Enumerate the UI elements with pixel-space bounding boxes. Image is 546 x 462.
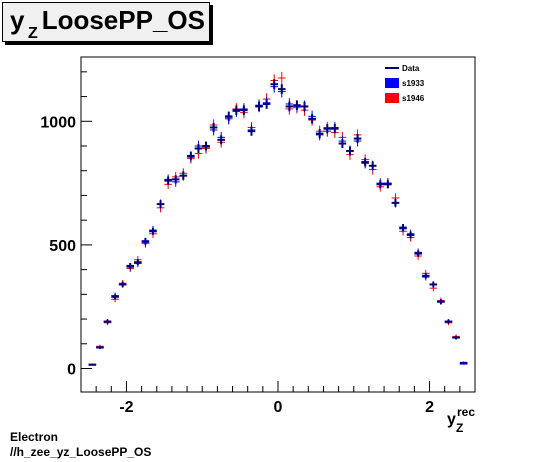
legend-entry-s1946: s1946 bbox=[385, 93, 425, 103]
data-point-data bbox=[209, 122, 218, 133]
data-point-data bbox=[240, 105, 248, 115]
data-point-data bbox=[118, 281, 127, 288]
data-point-data bbox=[270, 79, 278, 90]
x-tick-label: 0 bbox=[274, 399, 283, 416]
x-axis-label-superscript: rec bbox=[457, 405, 475, 419]
data-point-data bbox=[164, 176, 172, 185]
data-point-data bbox=[391, 199, 400, 207]
plot-frame bbox=[80, 56, 476, 393]
data-point-data bbox=[421, 272, 430, 279]
data-point-data bbox=[323, 124, 332, 134]
y-tick-label: 500 bbox=[49, 238, 76, 255]
x-tick-label: -2 bbox=[119, 399, 133, 416]
data-point-data bbox=[331, 124, 339, 134]
data-point-data bbox=[96, 346, 104, 349]
data-point-data bbox=[88, 363, 97, 366]
data-point-data bbox=[134, 259, 142, 266]
data-point-data bbox=[103, 319, 112, 324]
footer-label-histogram-path: //h_zee_yz_LoosePP_OS bbox=[10, 445, 152, 459]
data-point-data bbox=[338, 139, 347, 149]
data-point-data bbox=[414, 250, 422, 257]
data-point-data bbox=[384, 180, 392, 189]
x-axis-label: y bbox=[447, 411, 456, 428]
data-point-data bbox=[247, 126, 256, 136]
data-point-data bbox=[368, 161, 377, 171]
data-point-data bbox=[437, 299, 445, 305]
legend-label: Data bbox=[402, 64, 420, 73]
data-point-data bbox=[452, 335, 460, 340]
data-point-data bbox=[399, 224, 407, 232]
data-point-data bbox=[361, 157, 369, 167]
data-point-data bbox=[187, 151, 195, 161]
data-point-data bbox=[111, 294, 119, 300]
y-tick-label: 0 bbox=[67, 362, 76, 379]
legend-swatch bbox=[385, 93, 399, 103]
chart-title-box: y LoosePP_OS Z bbox=[2, 2, 210, 42]
series-s1933 bbox=[88, 80, 468, 366]
legend-label: s1933 bbox=[402, 79, 425, 88]
data-point-data bbox=[141, 237, 150, 245]
series-data bbox=[88, 79, 468, 366]
x-tick-label: 2 bbox=[425, 399, 434, 416]
data-point-data bbox=[315, 129, 324, 139]
legend-label: s1946 bbox=[402, 94, 425, 103]
legend-entry-data: Data bbox=[385, 64, 420, 73]
legend-swatch bbox=[385, 78, 399, 88]
data-point-data bbox=[300, 101, 309, 112]
data-point-data bbox=[126, 262, 135, 269]
chart-title: y LoosePP_OS bbox=[10, 5, 205, 35]
data-point-data bbox=[194, 144, 203, 153]
data-point-data bbox=[376, 180, 385, 189]
legend-entry-s1933: s1933 bbox=[385, 78, 425, 88]
data-point-data bbox=[171, 175, 180, 184]
data-point-data bbox=[255, 101, 263, 112]
data-point-data bbox=[459, 362, 468, 365]
data-point-data bbox=[232, 105, 241, 115]
data-point-data bbox=[444, 319, 453, 324]
data-point-data bbox=[278, 84, 286, 95]
data-point-s1946 bbox=[278, 71, 286, 85]
data-point-data bbox=[202, 141, 210, 151]
data-point-data bbox=[308, 114, 316, 124]
data-point-data bbox=[293, 100, 301, 111]
data-point-data bbox=[156, 200, 165, 208]
data-point-data bbox=[406, 231, 415, 239]
data-point-data bbox=[429, 281, 438, 288]
data-point-data bbox=[285, 101, 294, 112]
data-point-data bbox=[262, 99, 271, 109]
data-point-data bbox=[353, 134, 362, 144]
series-s1946 bbox=[88, 71, 468, 365]
x-axis-label-subscript: Z bbox=[456, 421, 463, 435]
y-tick-label: 1000 bbox=[40, 114, 76, 131]
data-point-data bbox=[217, 135, 225, 145]
chart-title-subscript: Z bbox=[28, 25, 38, 42]
data-point-data bbox=[224, 111, 233, 122]
data-point-data bbox=[149, 227, 157, 235]
footer-label-particle: Electron bbox=[10, 430, 59, 444]
data-point-data bbox=[346, 146, 354, 156]
data-point-data bbox=[179, 171, 188, 180]
